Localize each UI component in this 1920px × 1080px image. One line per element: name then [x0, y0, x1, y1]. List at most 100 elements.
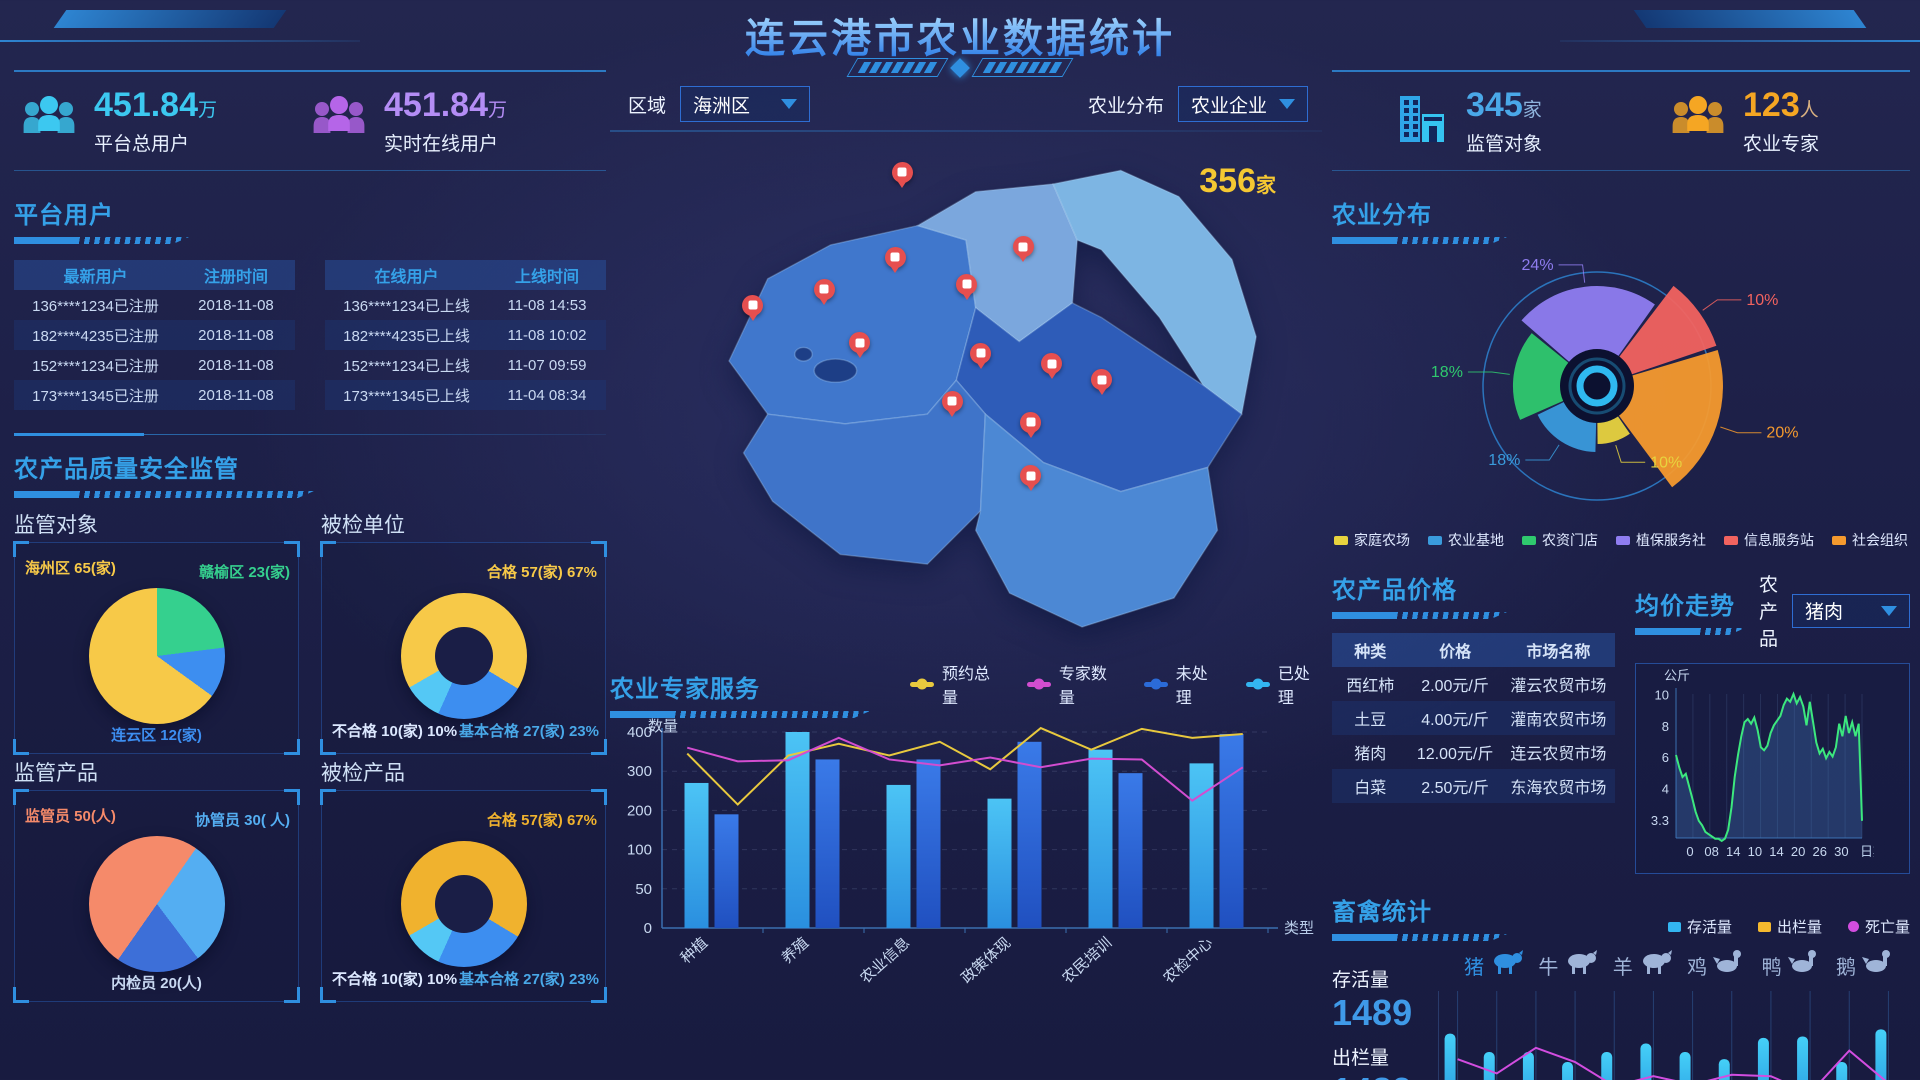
legend-item[interactable]: 未处理 [1143, 660, 1220, 708]
svg-text:20%: 20% [1766, 425, 1798, 442]
table-row: 猪肉 12.00元/斤 连云农贸市场 [1332, 735, 1615, 769]
legend-marker [910, 681, 934, 687]
legend-item[interactable]: 出栏量 [1757, 916, 1822, 937]
map-pin-icon[interactable] [742, 294, 764, 316]
animal-tab-鸭[interactable]: 鸭 [1762, 949, 1822, 981]
section-title-distribution: 农业分布 [1332, 202, 1432, 229]
table-cell: 11-04 08:34 [507, 386, 587, 404]
column-header: 最新用户 [63, 269, 128, 286]
svg-text:26: 26 [1813, 844, 1827, 859]
svg-text:养殖: 养殖 [778, 934, 812, 967]
divider [14, 433, 606, 436]
table-cell: 182****4235已注册 [32, 327, 159, 345]
animal-label: 猪 [1464, 956, 1484, 979]
price-table: 种类 价格 市场名称 西红柿 2.00元/斤 灌云农贸市场 土豆 4.00元/斤 灌南农贸市场猪… [1332, 633, 1615, 803]
stat-supervised: 345家 监管对象 [1338, 86, 1629, 156]
羊-animal-icon [1639, 949, 1673, 981]
legend-item[interactable]: 植保服务社 [1616, 530, 1706, 550]
legend-item[interactable]: 农资门店 [1522, 530, 1598, 550]
animal-tab-牛[interactable]: 牛 [1538, 949, 1598, 981]
quality-chart-grid: 监管对象 海州区 65(家) 赣榆区 23(家) 连云区 12(家) 被检单位 合格 57… [13, 506, 607, 1003]
legend-item[interactable]: 社会组织 [1832, 530, 1908, 550]
table-row: 173****1345已注册 2018-11-08 [14, 380, 295, 410]
slice-label: 内检员 20(人) [111, 975, 202, 992]
section-underline [610, 711, 870, 718]
map-pin-icon[interactable] [970, 342, 992, 364]
quality-chart-cell: 监管产品 监管员 50(人) 协管员 30( 人) 内检员 20(人) [13, 754, 300, 1003]
page-title: 连云港市农业数据统计 [0, 6, 1920, 64]
animal-tab-猪[interactable]: 猪 [1464, 949, 1524, 981]
distribution-rose-chart: 24% 10% 20% 10% 18% 18% [1332, 236, 1910, 532]
map-pin-icon[interactable] [941, 390, 963, 412]
legend-marker [1832, 535, 1846, 545]
chevron-down-icon [781, 99, 798, 109]
region-select[interactable]: 海洲区 [680, 86, 811, 122]
slice-label: 不合格 10(家) 10% [332, 723, 458, 740]
legend-marker [1757, 921, 1771, 932]
distribution-select[interactable]: 农业企业 [1178, 86, 1308, 122]
legend-item[interactable]: 死亡量 [1847, 916, 1910, 937]
section-underline [1332, 612, 1507, 619]
legend-marker [1428, 535, 1442, 545]
svg-text:200: 200 [627, 802, 652, 819]
svg-text:日期: 日期 [1860, 844, 1874, 859]
legend-item[interactable]: 专家数量 [1026, 660, 1118, 708]
鸭-animal-icon [1787, 949, 1822, 981]
table-cell: 173****1345已上线 [343, 387, 470, 405]
svg-text:18%: 18% [1431, 364, 1463, 381]
enterprise-count-badge: 356家 [1199, 162, 1276, 200]
experts-icon [1669, 93, 1727, 150]
left-stats-row: 451.84万 平台总用户 451.84万 实时在线用户 [14, 70, 606, 171]
platform-user-tables: 最新用户 注册时间 136****1234已注册 2018-11-08 182****4… [14, 260, 606, 410]
animal-label: 鸭 [1761, 956, 1782, 979]
city-map[interactable] [610, 124, 1322, 656]
slice-label: 监管员 50(人) [25, 808, 116, 825]
legend-item[interactable]: 家庭农场 [1334, 530, 1410, 550]
animal-tab-鸡[interactable]: 鸡 [1687, 949, 1747, 981]
center-panel: 区域 海洲区 农业分布 农业企业 356家 [610, 70, 1322, 991]
chart-card: 监管员 50(人) 协管员 30( 人) 内检员 20(人) [13, 789, 300, 1003]
map-pin-icon[interactable] [813, 278, 835, 300]
map-pin-icon[interactable] [1091, 369, 1113, 391]
pie-chart [88, 588, 225, 725]
legend-item[interactable]: 农业基地 [1428, 530, 1504, 550]
product-label: 农产品 [1758, 575, 1778, 650]
svg-text:10: 10 [1748, 844, 1762, 859]
map-pin-icon[interactable] [1020, 411, 1042, 433]
map-pin-icon[interactable] [1041, 353, 1063, 375]
table-row: 136****1234已上线 11-08 14:53 [325, 290, 606, 320]
expert-service-chart: 0 50 100 200 300 400 数量 类型 种植 养殖 农业信息 政策体现 农民培训 农检中心 [610, 718, 1322, 991]
map-pin-icon[interactable] [891, 161, 913, 183]
svg-text:10: 10 [1655, 688, 1669, 703]
livestock-stat-label: 存活量 [1332, 970, 1390, 991]
legend-item[interactable]: 信息服务站 [1724, 530, 1814, 550]
牛-animal-icon [1564, 949, 1598, 981]
legend-item[interactable]: 已处理 [1245, 660, 1322, 708]
map-pin-icon[interactable] [849, 332, 871, 354]
online-table: 在线用户 上线时间 136****1234已上线 11-08 14:53 182****… [325, 260, 606, 410]
chart-name: 被检单位 [321, 514, 405, 537]
users-icon [20, 93, 78, 150]
chart-name: 监管对象 [14, 514, 98, 537]
legend-item[interactable]: 存活量 [1667, 916, 1732, 937]
region-label: 区域 [628, 95, 667, 117]
section-title-expert-service: 农业专家服务 [610, 676, 760, 703]
map-pin-icon[interactable] [956, 273, 977, 295]
map-pin-icon[interactable] [1020, 465, 1042, 487]
table-row: 152****1234已注册 2018-11-08 [14, 350, 295, 380]
table-row: 182****4235已上线 11-08 10:02 [325, 320, 606, 350]
animal-tab-鹅[interactable]: 鹅 [1836, 949, 1896, 981]
svg-text:300: 300 [627, 763, 652, 780]
donut-chart [400, 593, 527, 720]
map-pin-icon[interactable] [884, 246, 906, 268]
product-select[interactable]: 猪肉 [1792, 593, 1910, 628]
table-row: 土豆 4.00元/斤 灌南农贸市场 [1332, 701, 1615, 735]
鸡-animal-icon [1713, 949, 1747, 981]
column-header: 价格 [1439, 644, 1472, 661]
legend-item[interactable]: 预约总量 [910, 660, 1001, 708]
map-pin-icon[interactable] [1012, 236, 1034, 258]
animal-tab-羊[interactable]: 羊 [1613, 949, 1673, 981]
svg-text:类型: 类型 [1284, 920, 1314, 937]
slice-label: 基本合格 27(家) 23% [458, 971, 599, 988]
table-cell: 灌南农贸市场 [1510, 712, 1607, 729]
